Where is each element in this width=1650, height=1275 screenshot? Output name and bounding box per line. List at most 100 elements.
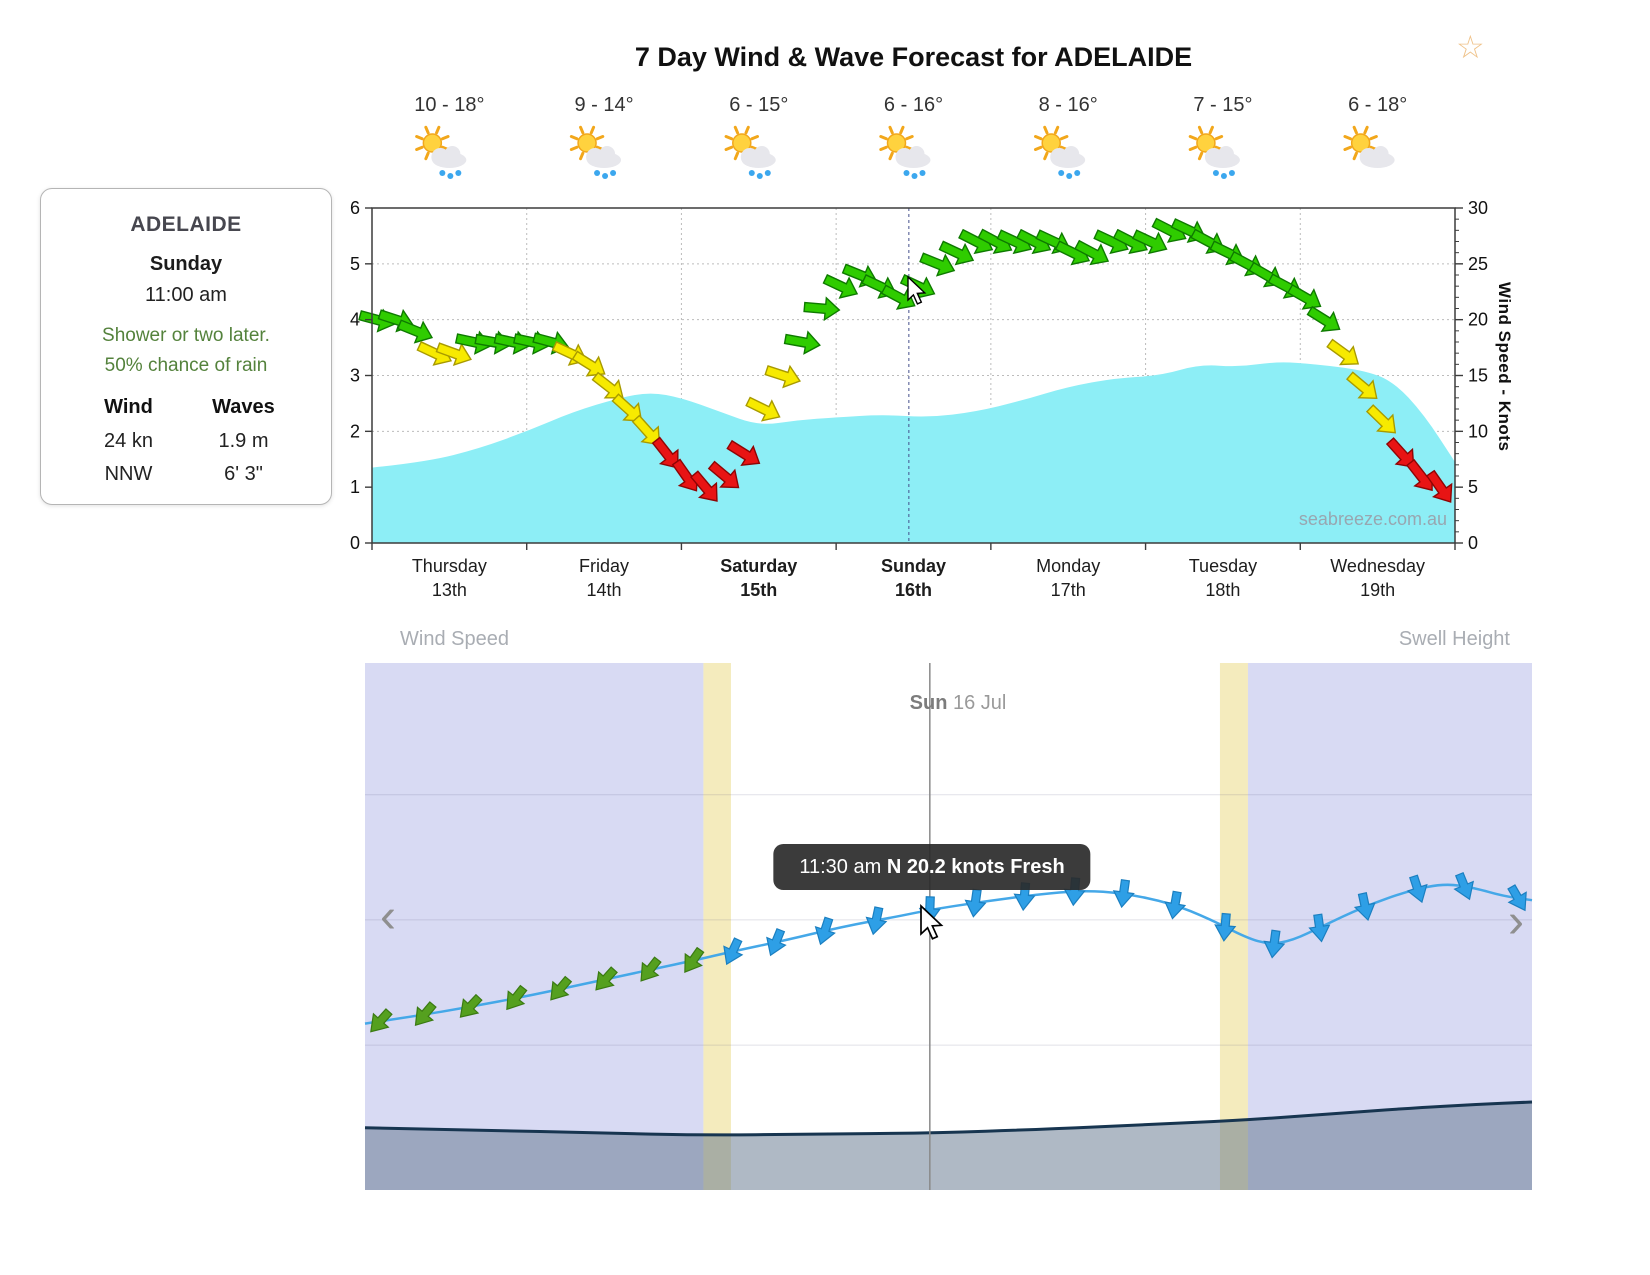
wind-arrow xyxy=(1326,338,1360,366)
wind-direction-value: NNW xyxy=(104,463,153,486)
wind-arrow xyxy=(783,330,821,355)
forecast-line-1: Shower or two later. xyxy=(102,325,270,346)
left-tick-label: 0 xyxy=(350,533,360,553)
wind-arrow xyxy=(938,240,975,266)
cursor-date-label: Sun 16 Jul xyxy=(873,692,1043,715)
forecast-line-2: 50% chance of rain xyxy=(104,355,268,377)
wind-arrow xyxy=(822,274,859,299)
wind-direction-arrow xyxy=(370,1008,393,1033)
sun-cloud-rain-icon xyxy=(415,125,467,179)
wind-arrow xyxy=(396,319,434,344)
wind-direction-arrow xyxy=(1308,913,1331,943)
wind-arrow xyxy=(1385,437,1415,468)
sun-cloud-rain-icon xyxy=(724,125,776,179)
right-tick-label: 0 xyxy=(1468,533,1478,553)
wind-direction-arrow xyxy=(550,975,573,1001)
day-axis-name: Friday xyxy=(579,556,630,576)
wind-wave-chart-hover-area[interactable] xyxy=(372,208,1455,543)
wind-direction-arrow xyxy=(1112,879,1135,909)
wind-header: Wind xyxy=(104,396,153,419)
wind-arrow xyxy=(631,414,661,446)
waves-column: Waves 1.9 m 6' 3" xyxy=(186,396,301,496)
scroll-left-button[interactable]: ‹ xyxy=(380,890,396,943)
right-axis-label: Wind Speed - Knots xyxy=(1495,282,1514,452)
wind-arrow xyxy=(1365,404,1397,434)
wind-arrow xyxy=(919,252,956,277)
swell-height-line xyxy=(364,1100,1533,1137)
scroll-right-button[interactable]: › xyxy=(1508,895,1524,948)
day-temp: 6 - 16° xyxy=(883,94,944,116)
wind-arrow xyxy=(745,396,781,422)
swell-height-area xyxy=(365,1102,1532,1190)
wind-direction-arrow xyxy=(1214,912,1237,942)
wind-arrow xyxy=(707,460,740,489)
wind-direction-arrow xyxy=(1353,892,1376,922)
day-axis-name: Saturday xyxy=(720,556,798,576)
wind-direction-arrow xyxy=(865,906,888,936)
day-axis-name: Monday xyxy=(1036,556,1101,576)
page-title: 7 Day Wind & Wave Forecast for ADELAIDE xyxy=(634,42,1193,72)
wind-arrow xyxy=(1345,371,1378,399)
day-axis-date: 18th xyxy=(1205,580,1241,600)
wind-arrow xyxy=(1425,469,1453,503)
wind-direction-arrow xyxy=(814,916,836,946)
summary-time: 11:00 am xyxy=(145,284,227,306)
left-tick-label: 6 xyxy=(350,198,360,218)
right-tick-label: 15 xyxy=(1468,366,1488,386)
wave-height-ft-value: 6' 3" xyxy=(224,463,263,486)
wind-direction-arrow xyxy=(506,984,528,1011)
wind-direction-arrow xyxy=(1453,871,1475,901)
wind-direction-arrow xyxy=(1507,884,1527,912)
left-tick-label: 2 xyxy=(350,421,360,441)
sun-cloud-rain-icon xyxy=(1034,125,1086,179)
wind-direction-arrow xyxy=(459,993,483,1018)
forecast-summary-card: ADELAIDE Sunday 11:00 am Shower or two l… xyxy=(40,188,332,505)
wind-arrow xyxy=(435,342,472,367)
day-axis-date: 13th xyxy=(431,580,467,600)
favorite-star-icon[interactable]: ☆ xyxy=(1456,29,1485,65)
day-axis-date: 16th xyxy=(894,580,932,600)
left-tick-label: 1 xyxy=(350,477,360,497)
day-temp: 6 - 18° xyxy=(1348,94,1408,116)
right-tick-label: 30 xyxy=(1468,198,1488,218)
day-axis-name: Tuesday xyxy=(1188,556,1258,576)
wind-arrow xyxy=(690,470,718,502)
wind-direction-arrow xyxy=(964,888,987,918)
tooltip-value: N 20.2 knots Fresh xyxy=(886,856,1065,878)
left-tick-label: 3 xyxy=(350,366,360,386)
wind-direction-arrow xyxy=(414,1001,437,1027)
wind-direction-arrow xyxy=(1406,874,1428,904)
wind-direction-arrow xyxy=(1164,890,1187,920)
day-axis-date: 19th xyxy=(1360,580,1396,600)
wind-arrow xyxy=(880,284,916,310)
wind-speed-line xyxy=(364,883,1533,1025)
day-axis-date: 17th xyxy=(1050,580,1086,600)
right-tick-label: 10 xyxy=(1468,421,1488,441)
sun-cloud-rain-icon xyxy=(879,125,931,179)
wind-arrow xyxy=(611,393,643,422)
watermark: seabreeze.com.au xyxy=(1298,509,1447,529)
time-band xyxy=(703,663,731,1190)
summary-day: Sunday xyxy=(149,253,223,275)
right-tick-label: 25 xyxy=(1468,254,1488,274)
sun-cloud-icon xyxy=(1343,125,1395,168)
location-name: ADELAIDE xyxy=(130,213,242,236)
day-temp: 10 - 18° xyxy=(414,94,485,116)
graph-pan-area[interactable] xyxy=(365,663,1532,1190)
time-band xyxy=(730,663,1220,1190)
cursor-date: 16 Jul xyxy=(947,692,1007,714)
day-axis-name: Thursday xyxy=(411,556,487,576)
tooltip-time: 11:30 am xyxy=(799,856,882,878)
waves-header: Waves xyxy=(212,396,275,419)
wind-arrow xyxy=(803,296,841,322)
wind-direction-arrow xyxy=(595,966,618,991)
sun-cloud-rain-icon xyxy=(569,125,622,179)
wind-arrow xyxy=(1306,305,1341,332)
wind-column: Wind 24 kn NNW xyxy=(71,396,186,496)
wind-arrow xyxy=(764,364,801,389)
cursor-day: Sun xyxy=(909,692,948,714)
wind-direction-arrow xyxy=(766,927,787,957)
wind-arrow xyxy=(591,371,624,399)
wind-direction-arrow xyxy=(640,956,662,982)
